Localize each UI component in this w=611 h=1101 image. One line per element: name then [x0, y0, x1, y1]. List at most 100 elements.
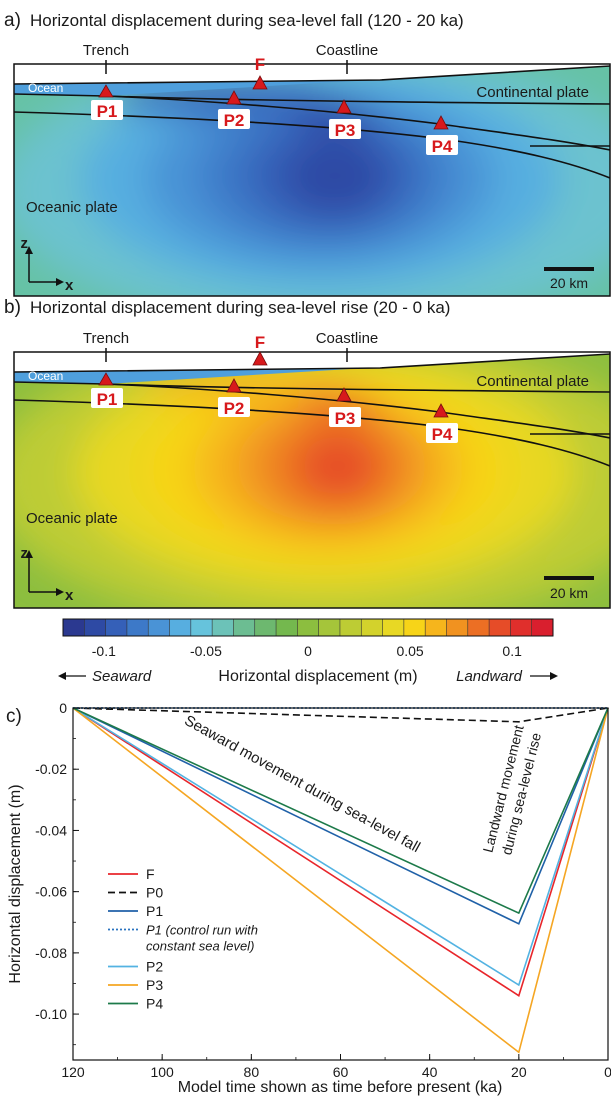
series-line-p3 — [72, 707, 609, 1054]
colorbar-cell — [190, 619, 213, 636]
panel-c-letter: c) — [6, 706, 22, 727]
colorbar-cell — [148, 619, 171, 636]
series-line-f — [72, 707, 609, 997]
x-tick-label: 40 — [422, 1064, 438, 1080]
panel-a-z-label: z — [21, 235, 29, 252]
panel-b-continental-label: Continental plate — [476, 373, 589, 390]
colorbar-cell — [169, 619, 192, 636]
colorbar-cell — [489, 619, 511, 636]
colorbar-cell — [446, 619, 469, 636]
legend-label-p1-control: P1 (control run with — [146, 923, 258, 938]
panel-b-marker-f-label: F — [255, 333, 265, 352]
chart-y-ticks: 0 -0.02 -0.04 -0.06 -0.08 -0.10 — [35, 700, 79, 1046]
panel-b-contour-map — [14, 352, 610, 608]
panel-a-marker-f: F — [252, 55, 268, 90]
colorbar: -0.1 -0.05 0 0.05 0.1 Horizontal displacemen… — [58, 618, 558, 685]
colorbar-cell — [212, 619, 234, 636]
x-tick-label: 120 — [61, 1064, 85, 1080]
panel-b-trench-label: Trench — [83, 330, 129, 347]
x-tick-label: 20 — [511, 1064, 527, 1080]
colorbar-seaward: Seaward — [58, 668, 152, 685]
colorbar-landward-label: Landward — [456, 668, 523, 685]
panel-b-marker-p1-label: P1 — [97, 390, 118, 409]
colorbar-cell — [339, 619, 362, 636]
series-line-p1 — [72, 707, 609, 925]
colorbar-cell — [531, 619, 554, 636]
panel-a-oceanic-label: Oceanic plate — [26, 199, 118, 216]
y-tick-label: -0.08 — [35, 945, 67, 961]
y-tick-label: 0 — [59, 700, 67, 716]
panel-a-marker-p4-label: P4 — [432, 137, 453, 156]
colorbar-cells — [63, 619, 554, 636]
colorbar-cell — [318, 619, 341, 636]
chart-x-ticks: 120 100 80 60 40 20 0 — [61, 1054, 611, 1080]
panel-b-coastline-label: Coastline — [316, 330, 379, 347]
chart-y-axis-label: Horizontal displacement (m) — [7, 784, 24, 983]
panel-b-z-label: z — [21, 545, 29, 562]
panel-a-marker-p3-label: P3 — [335, 121, 356, 140]
colorbar-cell — [254, 619, 277, 636]
panel-b-oceanic-label: Oceanic plate — [26, 510, 118, 527]
y-tick-label: -0.02 — [35, 761, 67, 777]
y-tick-label: -0.06 — [35, 884, 67, 900]
panel-a-marker-p1-label: P1 — [97, 102, 118, 121]
panel-a-letter: a) — [4, 10, 21, 31]
panel-b-marker-p1: P1 — [91, 372, 123, 409]
legend-label-p2: P2 — [146, 959, 163, 975]
colorbar-landward: Landward — [456, 668, 558, 685]
panel-a-marker-p2-label: P2 — [224, 111, 245, 130]
x-tick-label: 80 — [244, 1064, 260, 1080]
x-tick-label: 60 — [333, 1064, 349, 1080]
panel-c-chart: c) 120 100 80 60 40 20 0 0 -0.02 -0.04 -0.06 -0.08… — [6, 700, 611, 1096]
y-tick-label: -0.04 — [35, 822, 67, 838]
legend-label-p0: P0 — [146, 885, 163, 901]
legend-label-f: F — [146, 866, 155, 882]
panel-a-scale-bar: 20 km — [544, 267, 594, 291]
panel-b-title: Horizontal displacement during sea-level… — [30, 298, 450, 317]
panel-b-letter: b) — [4, 297, 21, 318]
panel-b-marker-p3-label: P3 — [335, 409, 356, 428]
panel-a-scale-label: 20 km — [550, 275, 588, 291]
colorbar-cell — [510, 619, 533, 636]
panel-a-coastline-label: Coastline — [316, 42, 379, 59]
colorbar-tick-label: -0.1 — [92, 643, 116, 659]
panel-a-marker-f-label: F — [255, 55, 265, 74]
colorbar-tick-label: 0.05 — [396, 643, 423, 659]
panel-b-marker-p3: P3 — [329, 387, 361, 428]
colorbar-cell — [297, 619, 320, 636]
colorbar-cell — [105, 619, 128, 636]
colorbar-seaward-label: Seaward — [92, 668, 152, 685]
colorbar-cell — [63, 619, 85, 636]
colorbar-cell — [126, 619, 149, 636]
series-line-p0 — [72, 707, 609, 723]
colorbar-cell — [233, 619, 256, 636]
y-tick-label: -0.10 — [35, 1006, 67, 1022]
colorbar-cell — [361, 619, 384, 636]
legend-label-p3: P3 — [146, 977, 163, 993]
panel-a-x-label: x — [65, 277, 74, 294]
legend-label-p1-control-cont: constant sea level) — [146, 939, 254, 954]
series-line-p4 — [72, 707, 609, 915]
panel-a-marker-p2: P2 — [218, 90, 250, 130]
panel-a: a) Horizontal displacement during sea-le… — [4, 10, 611, 297]
panel-a-title: Horizontal displacement during sea-level… — [30, 11, 464, 30]
panel-b-x-label: x — [65, 587, 74, 604]
panel-b-axes-indicator: z x — [21, 545, 75, 604]
panel-b-scale-bar: 20 km — [544, 576, 594, 601]
colorbar-cell — [276, 619, 298, 636]
panel-a-marker-p3: P3 — [329, 99, 361, 140]
panel-b-marker-p4: P4 — [426, 403, 458, 444]
panel-b-marker-p4-label: P4 — [432, 425, 453, 444]
colorbar-ticks: -0.1 -0.05 0 0.05 0.1 — [92, 643, 522, 659]
x-tick-label: 100 — [150, 1064, 174, 1080]
chart-annotation-fall: Seaward movement during sea-level fall — [181, 712, 423, 856]
colorbar-cell — [382, 619, 405, 636]
colorbar-cell — [425, 619, 447, 636]
colorbar-tick-label: 0 — [304, 643, 312, 659]
panel-a-axes-indicator: z x — [21, 235, 75, 294]
panel-a-continental-label: Continental plate — [476, 84, 589, 101]
series-line-p2 — [72, 707, 609, 987]
panel-b-ocean-label: Ocean — [28, 369, 63, 383]
